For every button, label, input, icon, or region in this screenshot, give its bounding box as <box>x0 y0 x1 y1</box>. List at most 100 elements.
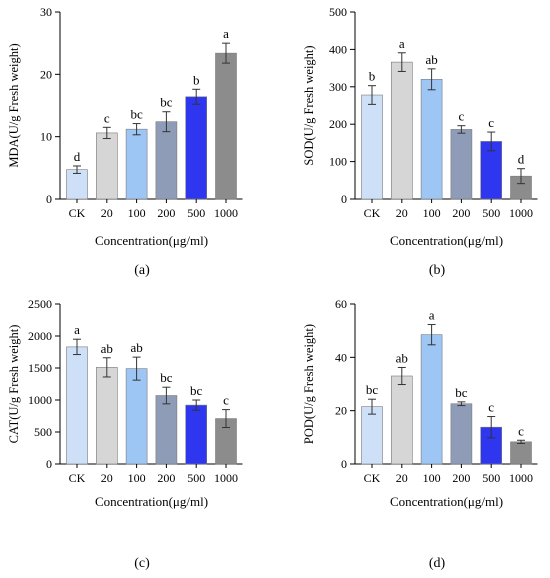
panel-caption: (c) <box>134 556 150 571</box>
significance-letter: c <box>488 400 494 415</box>
bar-CK <box>361 406 383 465</box>
significance-letter: a <box>399 36 405 51</box>
bar-1000 <box>215 52 237 200</box>
significance-letter: b <box>369 69 376 84</box>
x-axis-label: Concentration(μg/ml) <box>390 494 503 509</box>
panel-caption: (a) <box>134 263 150 278</box>
significance-letter: a <box>223 26 229 41</box>
bar-100 <box>420 334 443 465</box>
y-tick-label: 400 <box>329 42 347 56</box>
bar-20 <box>390 61 413 200</box>
x-tick-label: CK <box>364 206 381 220</box>
panel-b: 0 100 200 300 400 500 SOD(U/g Fresh weight) b CK… <box>302 5 538 278</box>
y-axis-label: SOD(U/g Fresh weight) <box>302 45 316 165</box>
y-tick-label: 2000 <box>28 329 52 343</box>
x-tick-label: 1000 <box>509 206 533 220</box>
significance-letter: bc <box>130 107 143 122</box>
x-axis-label: Concentration(μg/ml) <box>95 494 208 509</box>
x-tick-label: 20 <box>396 471 408 485</box>
significance-letter: ab <box>101 341 113 356</box>
x-tick-label: 100 <box>423 206 441 220</box>
significance-letter: ab <box>130 340 142 355</box>
y-tick-label: 40 <box>335 350 347 364</box>
y-tick-label: 30 <box>40 5 52 19</box>
x-tick-label: 20 <box>396 206 408 220</box>
y-tick-label: 0 <box>341 192 347 206</box>
bar-100 <box>420 79 443 200</box>
x-tick-label: 1000 <box>509 471 533 485</box>
bar-CK <box>66 346 88 465</box>
significance-letter: d <box>74 149 81 164</box>
y-axis-label: POD(U/g Fresh weight) <box>302 324 316 444</box>
x-tick-label: 500 <box>482 206 500 220</box>
bar-200 <box>155 395 178 465</box>
bar-100 <box>125 128 148 200</box>
bar-200 <box>450 403 473 465</box>
significance-letter: c <box>518 423 524 438</box>
significance-letter: d <box>518 152 525 167</box>
panel-c: 0 500 1000 1500 2000 2500 CAT(U/g Fresh weight… <box>7 297 243 571</box>
y-tick-label: 10 <box>40 130 52 144</box>
x-tick-label: 500 <box>482 471 500 485</box>
x-axis-label: Concentration(μg/ml) <box>95 233 208 248</box>
x-tick-label: 1000 <box>214 206 238 220</box>
significance-letter: bc <box>160 370 173 385</box>
x-tick-label: CK <box>364 471 381 485</box>
bar-CK <box>361 94 383 200</box>
y-axis-label: MDA(U/g Fresh weight) <box>7 43 21 167</box>
bar-20 <box>96 132 118 200</box>
y-tick-label: 500 <box>329 5 347 19</box>
significance-letter: bc <box>160 95 173 110</box>
bar-1000 <box>510 441 532 465</box>
x-tick-label: 100 <box>423 471 441 485</box>
significance-letter: a <box>429 308 435 323</box>
panel-d: 0 20 40 60 POD(U/g Fresh weight) bc CK ab 20 a 100… <box>302 297 538 571</box>
x-tick-label: 500 <box>187 206 205 220</box>
x-tick-label: 100 <box>128 471 146 485</box>
significance-letter: bc <box>455 385 468 400</box>
y-tick-label: 2500 <box>28 297 52 311</box>
x-tick-label: 200 <box>157 206 175 220</box>
y-tick-label: 0 <box>46 457 52 471</box>
significance-letter: a <box>74 322 80 337</box>
x-tick-label: 20 <box>101 471 113 485</box>
x-tick-label: 200 <box>452 471 470 485</box>
x-tick-label: CK <box>69 206 86 220</box>
panel-caption: (d) <box>429 556 446 571</box>
x-tick-label: 20 <box>101 206 113 220</box>
y-tick-label: 60 <box>335 297 347 311</box>
x-tick-label: 500 <box>187 471 205 485</box>
significance-letter: c <box>104 110 110 125</box>
x-tick-label: 1000 <box>214 471 238 485</box>
y-axis-label: CAT(U/g Fresh weight) <box>7 325 21 444</box>
bar-500 <box>185 404 207 465</box>
significance-letter: b <box>193 72 200 87</box>
y-tick-label: 20 <box>335 404 347 418</box>
y-tick-label: 1000 <box>28 393 52 407</box>
y-tick-label: 100 <box>329 155 347 169</box>
bar-20 <box>96 367 118 465</box>
significance-letter: c <box>488 115 494 130</box>
panel-a: 0 10 20 30 MDA(U/g Fresh weight) d CK c 20 bc 100 b… <box>7 5 243 278</box>
bar-100 <box>125 368 148 465</box>
x-tick-label: 200 <box>157 471 175 485</box>
significance-letter: bc <box>366 382 379 397</box>
x-tick-label: CK <box>69 471 86 485</box>
y-tick-label: 1500 <box>28 361 52 375</box>
panel-caption: (b) <box>429 263 446 278</box>
significance-letter: ab <box>396 350 408 365</box>
y-tick-label: 300 <box>329 80 347 94</box>
significance-letter: ab <box>425 52 437 67</box>
significance-letter: c <box>223 393 229 408</box>
y-tick-label: 500 <box>34 425 52 439</box>
significance-letter: c <box>459 109 465 124</box>
y-tick-label: 0 <box>46 192 52 206</box>
bar-500 <box>185 96 207 200</box>
x-axis-label: Concentration(μg/ml) <box>390 233 503 248</box>
y-tick-label: 20 <box>40 67 52 81</box>
bar-200 <box>155 121 178 200</box>
significance-letter: bc <box>190 383 203 398</box>
bar-20 <box>390 375 413 465</box>
x-tick-label: 200 <box>452 206 470 220</box>
